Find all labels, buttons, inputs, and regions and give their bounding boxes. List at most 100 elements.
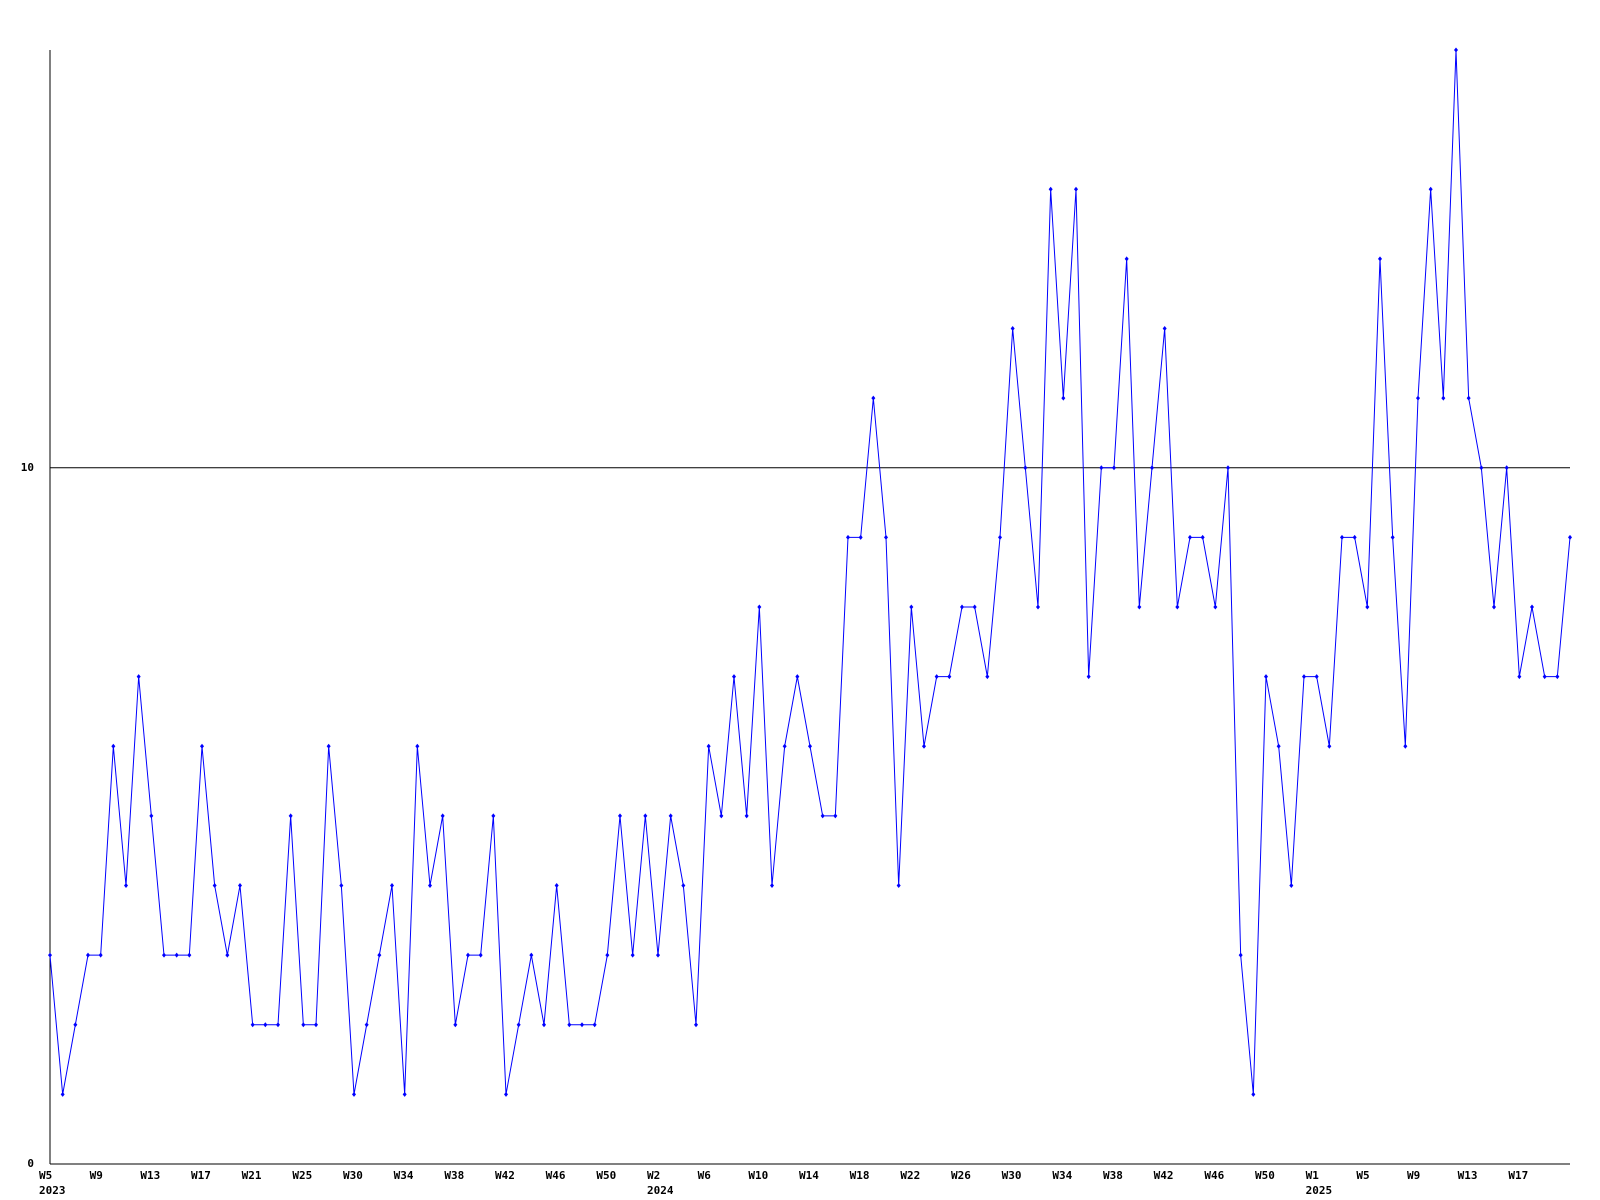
point-marker [1048, 186, 1053, 192]
point-marker [1441, 395, 1446, 401]
point-marker [922, 743, 926, 749]
point-marker [352, 1091, 356, 1097]
point-marker [212, 883, 217, 888]
x-tick-label: W13 [140, 1169, 160, 1182]
point-marker [174, 952, 179, 958]
point-marker [732, 674, 736, 680]
point-marker [390, 883, 394, 888]
point-marker [592, 1022, 597, 1028]
x-year-label: 2025 [1306, 1184, 1333, 1197]
point-marker [795, 674, 800, 680]
point-marker [516, 1022, 521, 1028]
point-marker [250, 1022, 255, 1028]
x-tick-label: W42 [1154, 1169, 1174, 1182]
point-marker [972, 604, 977, 610]
point-marker [1504, 465, 1509, 471]
x-tick-label: W17 [1508, 1169, 1528, 1182]
point-marker [1378, 256, 1382, 262]
point-marker [1454, 47, 1458, 53]
point-marker [276, 1022, 280, 1028]
x-year-label: 2024 [647, 1184, 674, 1197]
point-marker [719, 813, 724, 819]
point-marker [478, 952, 483, 958]
x-tick-label: W2 [647, 1169, 660, 1182]
point-marker [111, 743, 116, 749]
point-marker [466, 952, 470, 958]
point-marker [1188, 534, 1192, 540]
point-marker [1074, 186, 1078, 192]
x-tick-label: W34 [1052, 1169, 1072, 1182]
point-marker [288, 813, 293, 819]
x-tick-label: W10 [748, 1169, 768, 1182]
x-tick-label: W14 [799, 1169, 819, 1182]
point-marker [808, 743, 812, 749]
point-marker [491, 813, 496, 819]
point-marker [706, 743, 711, 749]
x-tick-label: W30 [343, 1169, 363, 1182]
point-marker [846, 534, 850, 540]
point-marker [1466, 395, 1471, 401]
point-marker [1340, 534, 1344, 540]
x-tick-label: W50 [1255, 1169, 1275, 1182]
point-marker [744, 813, 749, 819]
point-marker [60, 1091, 65, 1097]
point-marker [1492, 604, 1496, 610]
point-marker [1061, 395, 1066, 401]
point-marker [504, 1091, 508, 1097]
x-tick-label: W26 [951, 1169, 971, 1182]
y-tick-label: 0 [27, 1157, 34, 1170]
point-marker [960, 604, 964, 610]
x-year-label: 2023 [39, 1184, 66, 1197]
point-marker [301, 1022, 306, 1028]
point-marker [1289, 883, 1294, 888]
x-tick-label: W13 [1458, 1169, 1478, 1182]
point-marker [453, 1022, 458, 1028]
point-marker [1352, 534, 1357, 540]
x-tick-label: W17 [191, 1169, 211, 1182]
point-marker [187, 952, 192, 958]
point-marker [238, 883, 242, 888]
x-tick-label: W9 [1407, 1169, 1420, 1182]
point-marker [1124, 256, 1129, 262]
point-marker [820, 813, 825, 819]
point-marker [314, 1022, 318, 1028]
point-marker [326, 743, 331, 749]
point-marker [1010, 326, 1015, 331]
point-marker [1542, 674, 1547, 680]
x-tick-label: W22 [900, 1169, 920, 1182]
point-marker [871, 395, 876, 401]
point-marker [1555, 674, 1560, 680]
point-marker [1390, 534, 1395, 540]
point-marker [694, 1022, 698, 1028]
x-tick-label: W42 [495, 1169, 515, 1182]
point-marker [884, 534, 888, 540]
point-marker [947, 674, 952, 680]
point-marker [833, 813, 838, 819]
point-marker [1137, 604, 1142, 610]
point-marker [1517, 674, 1522, 680]
point-marker [1403, 743, 1408, 749]
point-marker [668, 813, 673, 819]
point-marker [1162, 326, 1167, 331]
point-marker [1099, 465, 1104, 471]
point-marker [1276, 743, 1281, 749]
point-marker [48, 952, 52, 958]
point-marker [1251, 1091, 1256, 1097]
point-marker [1416, 395, 1420, 401]
point-marker [567, 1022, 572, 1028]
point-marker [149, 813, 154, 819]
point-marker [1264, 674, 1268, 680]
point-marker [98, 952, 103, 958]
point-marker [580, 1022, 584, 1028]
x-tick-label: W1 [1306, 1169, 1320, 1182]
x-tick-label: W5 [39, 1169, 52, 1182]
point-marker [643, 813, 648, 819]
series-line [49, 49, 1571, 1095]
point-marker [1530, 604, 1534, 610]
y-tick-label: 10 [21, 461, 34, 474]
point-marker [605, 952, 610, 958]
point-marker [1238, 952, 1243, 958]
point-marker [1365, 604, 1370, 610]
point-marker [73, 1022, 78, 1028]
